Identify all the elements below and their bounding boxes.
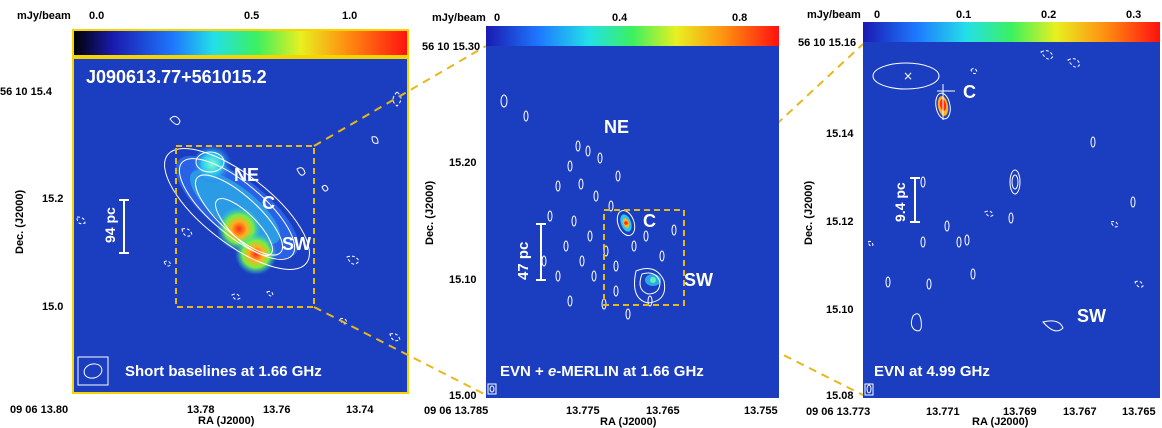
radio-map xyxy=(486,46,779,398)
svg-text:×: × xyxy=(903,69,913,83)
y-tick-label: 15.14 xyxy=(826,128,854,140)
x-tick-label: 13.767 xyxy=(1063,406,1097,418)
colorbar-tick: 0.4 xyxy=(612,12,628,24)
y-axis-title: Dec. (J2000) xyxy=(424,180,436,245)
y-tick-label: 15.0 xyxy=(42,301,64,313)
component-label-sw: SW xyxy=(684,270,713,290)
source-title: J090613.77+561015.2 xyxy=(86,67,267,87)
x-tick-label: 13.765 xyxy=(646,405,680,417)
y-tick-label: 56 10 15.4 xyxy=(0,86,52,98)
x-tick-label: 13.775 xyxy=(566,405,600,417)
panel-caption: EVN + e-MERLIN at 1.66 GHz xyxy=(500,363,704,380)
x-axis-title: RA (J2000) xyxy=(600,416,657,428)
colorbar-tick: 0.5 xyxy=(244,10,260,22)
scale-bar-label: 47 pc xyxy=(515,241,532,280)
component-label-ne: NE xyxy=(234,165,260,185)
y-tick-label: 56 10 15.16 xyxy=(798,37,857,49)
x-tick-label: 09 06 13.80 xyxy=(10,404,69,416)
component-label-sw: SW xyxy=(282,234,311,254)
colorbar-unit-label: mJy/beam xyxy=(17,10,71,22)
y-tick-label: 15.00 xyxy=(449,390,477,402)
y-tick-label: 15.08 xyxy=(826,390,854,402)
x-tick-label: 13.755 xyxy=(744,405,778,417)
component-label-c: C xyxy=(963,82,976,102)
component-label-c: C xyxy=(643,211,656,231)
y-tick-label: 15.10 xyxy=(449,274,477,286)
colorbar-tick: 0 xyxy=(494,12,501,24)
y-tick-label: 15.10 xyxy=(826,304,854,316)
colorbar xyxy=(72,29,409,57)
colorbar-tick: 0.0 xyxy=(89,10,105,22)
colorbar-tick: 0.3 xyxy=(1126,9,1142,21)
colorbar-tick: 0.8 xyxy=(732,12,748,24)
y-tick-label: 15.20 xyxy=(449,157,477,169)
x-tick-label: 13.74 xyxy=(346,404,374,416)
x-tick-label: 09 06 13.785 xyxy=(424,405,489,417)
radio-map: × xyxy=(863,42,1160,398)
colorbar-unit-label: mJy/beam xyxy=(807,9,861,21)
colorbar-tick: 0 xyxy=(874,9,881,21)
x-tick-label: 09 06 13.773 xyxy=(806,406,871,418)
radio-map xyxy=(72,57,409,394)
y-axis-title: Dec. (J2000) xyxy=(803,180,815,245)
colorbar-tick: 0.2 xyxy=(1041,9,1057,21)
x-tick-label: 13.769 xyxy=(1003,406,1037,418)
colorbar-tick: 0.1 xyxy=(956,9,972,21)
component-label-sw: SW xyxy=(1077,306,1106,326)
component-label-c: C xyxy=(262,193,275,213)
y-tick-label: 56 10 15.30 xyxy=(422,41,481,53)
scale-bar-label: 9.4 pc xyxy=(892,182,908,222)
component-label-ne: NE xyxy=(604,117,630,137)
x-axis-title: RA (J2000) xyxy=(972,416,1029,428)
colorbar xyxy=(863,22,1160,42)
x-tick-label: 13.78 xyxy=(187,404,215,416)
x-axis-title: RA (J2000) xyxy=(198,415,255,427)
colorbar xyxy=(486,26,779,46)
x-tick-label: 13.76 xyxy=(263,404,291,416)
panel-caption: Short baselines at 1.66 GHz xyxy=(125,363,322,380)
colorbar-tick: 1.0 xyxy=(342,10,358,22)
colorbar-unit-label: mJy/beam xyxy=(432,12,486,24)
y-tick-label: 15.12 xyxy=(826,216,854,228)
x-tick-label: 13.771 xyxy=(926,406,960,418)
x-tick-label: 13.765 xyxy=(1122,406,1156,418)
panel-caption: EVN at 4.99 GHz xyxy=(874,363,990,380)
y-tick-label: 15.2 xyxy=(42,193,64,205)
